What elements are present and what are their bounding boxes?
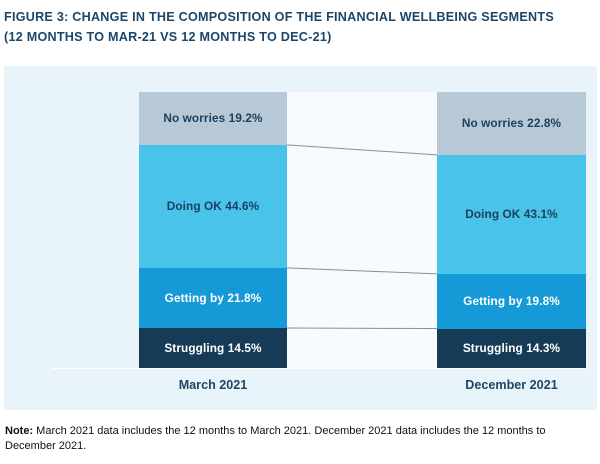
- segment-connector-lines: [286, 144, 438, 329]
- figure-title: FIGURE 3: CHANGE IN THE COMPOSITION OF T…: [4, 7, 596, 47]
- bar-segment-struggling: Struggling 14.3%: [437, 328, 586, 368]
- segment-label: Struggling 14.3%: [462, 341, 561, 356]
- note-label: Note:: [5, 425, 34, 437]
- bar-segment-getting-by: Getting by 19.8%: [437, 273, 586, 329]
- bar-segment-getting-by: Getting by 21.8%: [139, 267, 287, 328]
- figure-title-line1: FIGURE 3: CHANGE IN THE COMPOSITION OF T…: [4, 10, 554, 24]
- bar-segment-no-worries: No worries 22.8%: [437, 92, 586, 155]
- figure-note: Note: March 2021 data includes the 12 mo…: [5, 424, 597, 454]
- note-text: March 2021 data includes the 12 months t…: [5, 425, 546, 452]
- bar-segment-struggling: Struggling 14.5%: [139, 328, 287, 368]
- segment-label: Doing OK 44.6%: [166, 199, 260, 214]
- segment-label: No worries 19.2%: [163, 111, 263, 126]
- connector-line: [286, 144, 438, 156]
- x-axis-baseline: [52, 368, 586, 369]
- segment-label: No worries 22.8%: [461, 116, 562, 131]
- segment-label: Getting by 19.8%: [463, 294, 560, 309]
- connector-line: [286, 327, 438, 329]
- connector-line: [286, 267, 438, 275]
- segment-label: Doing OK 43.1%: [465, 207, 558, 222]
- figure-title-line2: (12 MONTHS TO MAR-21 VS 12 MONTHS TO DEC…: [4, 30, 332, 44]
- bar-segment-doing-ok: Doing OK 43.1%: [437, 154, 586, 274]
- flow-gap-background: [287, 92, 437, 368]
- x-axis-label-december-2021: December 2021: [465, 378, 558, 392]
- segment-label: Struggling 14.5%: [164, 340, 262, 355]
- bar-segment-no-worries: No worries 19.2%: [139, 92, 287, 145]
- bar-segment-doing-ok: Doing OK 44.6%: [139, 144, 287, 268]
- segment-label: Getting by 21.8%: [164, 290, 262, 305]
- chart-card: No worries 19.2% Doing OK 44.6% Getting by…: [4, 66, 597, 410]
- stacked-bar-december-2021: No worries 22.8% Doing OK 43.1% Getting by…: [437, 92, 586, 368]
- x-axis-label-march-2021: March 2021: [178, 378, 248, 392]
- stacked-bar-march-2021: No worries 19.2% Doing OK 44.6% Getting by…: [139, 92, 287, 368]
